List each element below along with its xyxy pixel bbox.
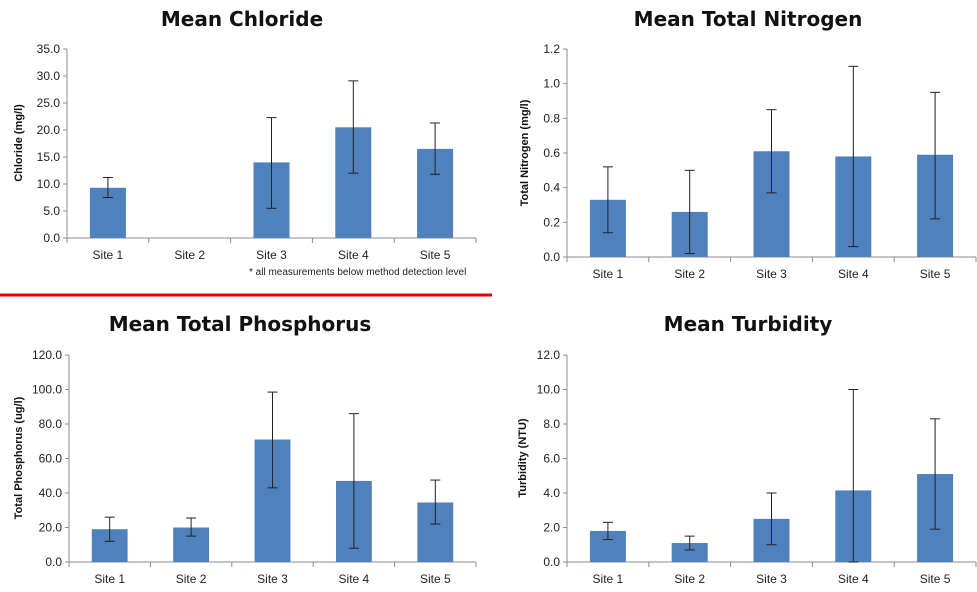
x-tick-label-nitrogen: Site 4 [838,267,869,281]
chart-title-nitrogen: Mean Total Nitrogen [634,7,863,31]
y-tick-label-turbidity: 6.0 [543,452,560,466]
y-tick-label-nitrogen: 0.2 [543,215,560,229]
y-tick-label-chloride: 10.0 [37,177,61,191]
y-tick-label-turbidity: 8.0 [543,417,560,431]
y-tick-label-nitrogen: 1.2 [543,42,560,56]
detection-note: * all measurements below method detectio… [249,267,466,278]
y-tick-label-turbidity: 12.0 [537,348,561,362]
y-tick-label-nitrogen: 0.4 [543,181,560,195]
y-tick-label-chloride: 25.0 [37,96,61,110]
x-tick-label-chloride: Site 5 [420,248,451,262]
y-axis-title-turbidity: Turbidity (NTU) [517,418,529,498]
bar-turbidity [671,543,708,562]
x-tick-label-nitrogen: Site 5 [920,267,951,281]
y-tick-label-nitrogen: 0.0 [543,250,560,264]
y-tick-label-chloride: 20.0 [37,123,61,137]
y-tick-label-phosphorus: 40.0 [39,486,63,500]
x-tick-label-nitrogen: Site 2 [674,267,705,281]
y-axis-title-phosphorus: Total Phosphorus (ug/l) [13,396,25,519]
x-tick-label-turbidity: Site 5 [920,572,951,586]
y-tick-label-turbidity: 10.0 [537,383,561,397]
y-tick-label-turbidity: 0.0 [543,555,560,569]
x-tick-label-chloride: Site 3 [256,248,287,262]
x-tick-label-chloride: Site 1 [93,248,124,262]
y-tick-label-nitrogen: 0.6 [543,146,560,160]
x-tick-label-turbidity: Site 3 [756,572,787,586]
y-tick-label-turbidity: 4.0 [543,486,560,500]
x-tick-label-turbidity: Site 1 [593,572,624,586]
x-tick-label-nitrogen: Site 1 [593,267,624,281]
y-tick-label-turbidity: 2.0 [543,521,560,535]
chart-title-phosphorus: Mean Total Phosphorus [109,312,372,336]
y-tick-label-nitrogen: 0.8 [543,111,560,125]
y-tick-label-phosphorus: 20.0 [39,521,63,535]
x-tick-label-chloride: Site 4 [338,248,369,262]
y-tick-label-phosphorus: 0.0 [45,555,62,569]
x-tick-label-turbidity: Site 4 [838,572,869,586]
y-tick-label-phosphorus: 120.0 [32,348,62,362]
chart-title-chloride: Mean Chloride [161,7,323,31]
x-tick-label-phosphorus: Site 4 [339,572,370,586]
y-tick-label-chloride: 35.0 [37,42,61,56]
x-tick-label-phosphorus: Site 5 [420,572,451,586]
x-tick-label-chloride: Site 2 [174,248,205,262]
y-tick-label-phosphorus: 100.0 [32,383,62,397]
chart-title-turbidity: Mean Turbidity [664,312,833,336]
y-tick-label-phosphorus: 80.0 [39,417,63,431]
x-tick-label-phosphorus: Site 2 [176,572,207,586]
x-tick-label-nitrogen: Site 3 [756,267,787,281]
y-tick-label-chloride: 30.0 [37,69,61,83]
y-tick-label-chloride: 15.0 [37,150,61,164]
x-tick-label-phosphorus: Site 3 [257,572,288,586]
x-tick-label-phosphorus: Site 1 [94,572,125,586]
y-tick-label-chloride: 5.0 [43,204,60,218]
y-axis-title-nitrogen: Total Nitrogen (mg/l) [519,99,531,206]
y-tick-label-phosphorus: 60.0 [39,452,63,466]
x-tick-label-turbidity: Site 2 [674,572,705,586]
y-tick-label-chloride: 0.0 [43,231,60,245]
y-axis-title-chloride: Chloride (mg/l) [13,104,25,182]
y-tick-label-nitrogen: 1.0 [543,77,560,91]
